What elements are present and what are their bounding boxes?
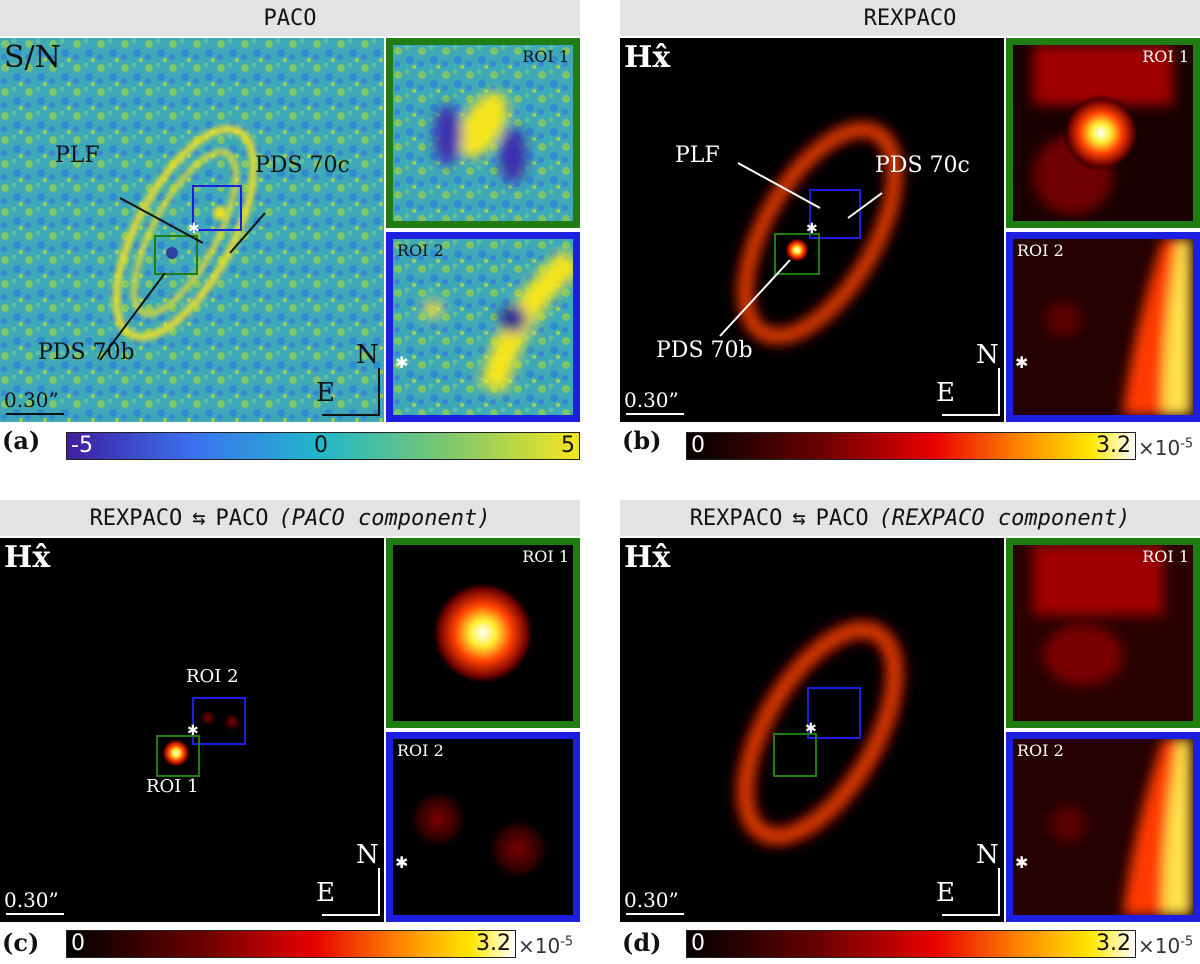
compass: N E: [316, 840, 382, 920]
roi2-label: ROI 2: [1017, 741, 1064, 760]
svg-text:✱: ✱: [805, 721, 817, 737]
svg-text:✱: ✱: [806, 221, 818, 237]
north-label: N: [976, 840, 999, 870]
annotation-pds70b: PDS 70b: [38, 340, 135, 365]
roi2-box: [192, 185, 242, 231]
star-icon: ✱: [395, 853, 409, 872]
snr-map: ✱: [0, 38, 384, 422]
scale-bar: 0.30”: [624, 888, 684, 915]
panel-c: REXPACO ⇆ PACO (PACO component) ✱ Hx̂ ROI 2…: [0, 500, 580, 964]
east-label: E: [316, 878, 335, 908]
panel-label: (b): [622, 426, 662, 455]
map-label: Hx̂: [4, 540, 51, 575]
flux-map: ✱: [620, 38, 1004, 422]
svg-text:✱: ✱: [188, 221, 200, 237]
panel-a: PACO ✱ S/N PLF PDS 70c PDS 70b 0.30” N E: [0, 0, 580, 470]
scale-bar: 0.30”: [624, 388, 684, 415]
colorbar: 0 3.2: [686, 930, 1136, 958]
annotation-pds70b: PDS 70b: [656, 338, 753, 363]
east-label: E: [936, 878, 955, 908]
colorbar-exponent: ×10-5: [1138, 436, 1194, 460]
panel-title: REXPACO: [620, 0, 1200, 36]
box-label-roi2: ROI 2: [186, 666, 239, 687]
roi1-inset: ROI 1: [386, 538, 580, 728]
panel-title: REXPACO ⇆ PACO (REXPACO component): [620, 500, 1200, 536]
colorbar: 0 3.2: [66, 930, 516, 958]
roi1-inset: ROI 1: [386, 38, 580, 228]
colorbar-exponent: ×10-5: [518, 934, 574, 958]
star-icon: ✱: [395, 353, 409, 372]
colorbar: 0 3.2: [686, 432, 1136, 460]
box-label-roi1: ROI 1: [146, 776, 199, 797]
scale-bar: 0.30”: [4, 888, 64, 915]
panel-b: REXPACO ✱ Hx̂ PLF PDS 70c PDS 70b 0.30” …: [620, 0, 1200, 470]
roi1-inset: ROI 1: [1006, 538, 1200, 728]
annotation-pds70c: PDS 70c: [875, 153, 970, 178]
annotation-pds70c: PDS 70c: [255, 153, 350, 178]
compass: N E: [936, 840, 1002, 920]
map-label: Hx̂: [624, 40, 671, 75]
roi2-inset: ROI 2 ✱: [1006, 232, 1200, 422]
scale-bar: 0.30”: [4, 388, 64, 415]
roi1-label: ROI 1: [1142, 547, 1189, 566]
north-label: N: [356, 840, 379, 870]
roi1-label: ROI 1: [1142, 47, 1189, 66]
roi2-label: ROI 2: [397, 741, 444, 760]
roi1-label: ROI 1: [522, 547, 569, 566]
roi1-label: ROI 1: [522, 47, 569, 66]
annotation-plf: PLF: [675, 143, 720, 168]
colorbar: -5 0 5: [66, 432, 580, 460]
roi1-inset: ROI 1: [1006, 38, 1200, 228]
colorbar-exponent: ×10-5: [1138, 934, 1194, 958]
roi2-inset: ROI 2 ✱: [1006, 732, 1200, 922]
roi1-box: [154, 235, 198, 275]
north-label: N: [976, 340, 999, 370]
map-label: Hx̂: [624, 540, 671, 575]
flux-map: ✱: [0, 538, 384, 922]
panel-d: REXPACO ⇆ PACO (REXPACO component) ✱ Hx̂ 0.…: [620, 500, 1200, 964]
east-label: E: [316, 378, 335, 408]
panel-label: (a): [2, 426, 41, 455]
panel-label: (d): [622, 928, 662, 957]
north-label: N: [356, 340, 379, 370]
map-label: S/N: [4, 40, 61, 75]
east-label: E: [936, 378, 955, 408]
star-icon: ✱: [1015, 853, 1029, 872]
compass: N E: [936, 340, 1002, 420]
panel-label: (c): [2, 928, 40, 957]
star-icon: ✱: [1015, 353, 1029, 372]
roi2-inset: ROI 2 ✱: [386, 232, 580, 422]
roi2-inset: ROI 2 ✱: [386, 732, 580, 922]
panel-title: REXPACO ⇆ PACO (PACO component): [0, 500, 580, 536]
flux-map: ✱: [620, 538, 1004, 922]
roi2-label: ROI 2: [1017, 241, 1064, 260]
svg-text:✱: ✱: [187, 723, 199, 739]
compass: N E: [316, 340, 382, 420]
annotation-plf: PLF: [55, 143, 100, 168]
roi2-label: ROI 2: [397, 241, 444, 260]
panel-title: PACO: [0, 0, 580, 36]
